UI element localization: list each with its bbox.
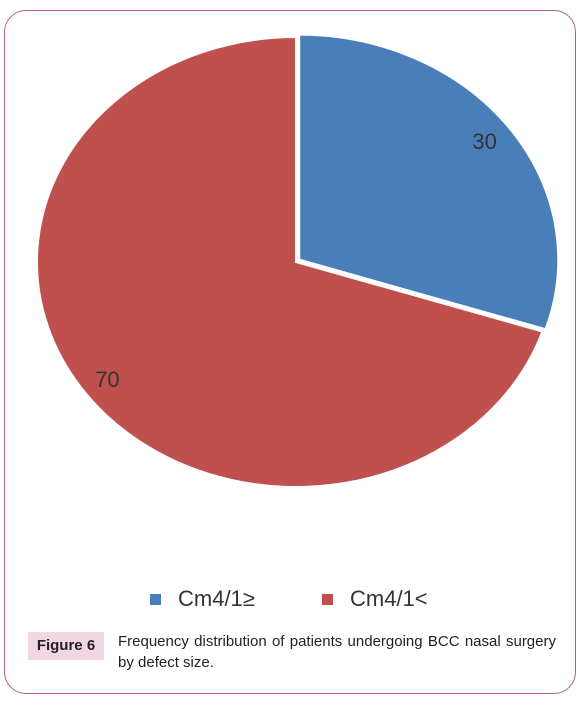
figure-frame bbox=[4, 10, 576, 694]
pie-slice bbox=[298, 33, 560, 331]
legend-swatch bbox=[322, 594, 333, 605]
legend-label: Cm4/1< bbox=[350, 586, 428, 611]
legend-label: Cm4/1≥ bbox=[178, 586, 255, 611]
figure-label: Figure 6 bbox=[28, 632, 104, 660]
data-label: 30 bbox=[472, 129, 496, 154]
data-label: 70 bbox=[95, 367, 119, 392]
pie-slice bbox=[36, 35, 544, 488]
figure-caption: Frequency distribution of patients under… bbox=[118, 633, 556, 671]
legend-swatch bbox=[150, 594, 161, 605]
